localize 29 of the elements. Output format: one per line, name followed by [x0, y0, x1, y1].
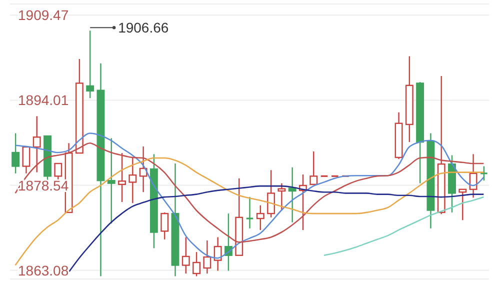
candlestick [278, 182, 286, 211]
candlestick [182, 236, 190, 274]
annotation: 1906.66 [118, 20, 169, 36]
y-tick-label: 1909.47 [18, 7, 69, 24]
candlestick [160, 212, 169, 240]
y-tick-label: 1863.08 [18, 262, 69, 278]
line-series [14, 142, 484, 243]
line-series [68, 185, 484, 274]
candlestick [246, 196, 254, 229]
candlestick [310, 150, 318, 185]
candlestick [288, 166, 296, 223]
candlestick [458, 188, 467, 221]
candlestick [107, 138, 116, 224]
line-series [14, 157, 484, 266]
candlestick [12, 132, 20, 174]
candlestick [118, 152, 126, 203]
candlestick [469, 154, 478, 198]
candlestick [86, 30, 94, 99]
candlestick [256, 204, 264, 231]
candlestick [54, 162, 62, 182]
candlestick [267, 170, 276, 218]
line-series [323, 196, 484, 256]
candlestick [128, 156, 137, 204]
candlestick [203, 240, 212, 274]
candlestick [192, 251, 200, 277]
candlestick [214, 236, 222, 272]
y-tick-label: 1894.01 [18, 92, 69, 108]
candlestick [22, 146, 30, 174]
candlestick [32, 116, 41, 173]
